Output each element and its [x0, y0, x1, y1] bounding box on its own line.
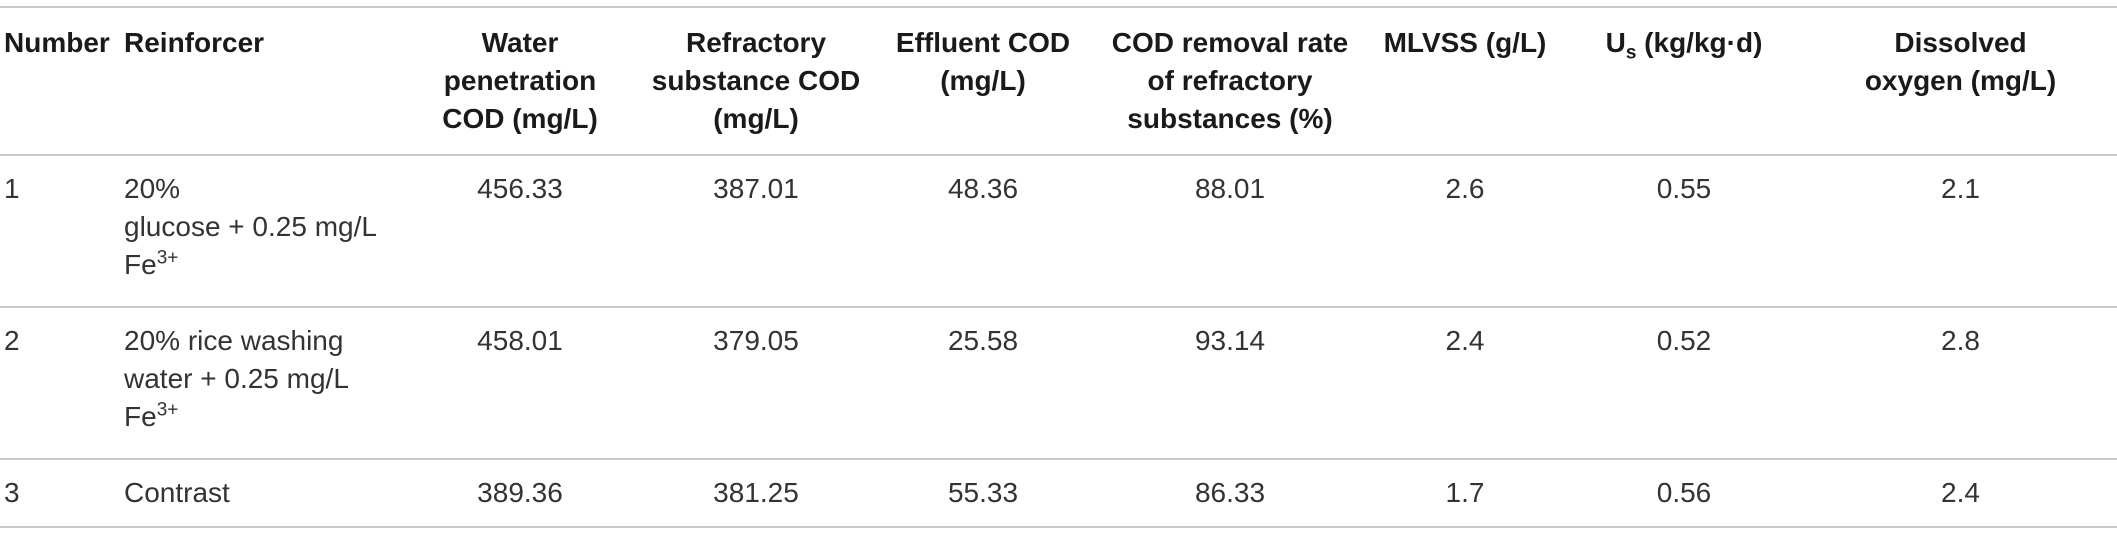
header-water-cod-line2: COD (mg/L): [442, 103, 598, 134]
cell-number: 1: [4, 173, 20, 204]
header-water-penetration-cod: Water penetration COD (mg/L): [400, 7, 640, 155]
header-do-line2: oxygen (mg/L): [1864, 65, 2057, 96]
header-removal-rate-line3: substances (%): [1127, 103, 1333, 134]
cell-refractory-cod: 381.25: [713, 477, 799, 508]
header-number: Number: [4, 27, 110, 58]
cell-effluent-cod: 25.58: [947, 325, 1019, 356]
table-header: Number Reinforcer Water penetration COD …: [0, 7, 2117, 155]
header-us-main: U: [1605, 27, 1626, 58]
cell-dissolved-oxygen: 2.8: [1941, 325, 1980, 356]
cell-mlvss: 2.4: [1445, 325, 1485, 356]
table-row: 2 20% rice washing water + 0.25 mg/L Fe3…: [0, 307, 2117, 459]
header-mlvss: MLVSS (g/L): [1383, 27, 1547, 58]
reinforcer-line1: 20%: [124, 173, 181, 204]
reinforcer-line1: Contrast: [124, 477, 230, 508]
cell-water-cod: 389.36: [477, 477, 563, 508]
header-us-unit: (kg/kg·d): [1636, 27, 1763, 58]
header-water-cod-line1: Water penetration: [443, 27, 597, 96]
cell-number: 2: [4, 325, 20, 356]
header-refractory-cod-line2: substance COD: [651, 65, 861, 96]
cell-reinforcer: 20% glucose + 0.25 mg/L Fe3+: [118, 155, 400, 307]
reinforcer-ion-charge: 3+: [156, 399, 179, 421]
cell-refractory-cod: 387.01: [713, 173, 799, 204]
cell-water-cod: 458.01: [477, 325, 563, 356]
table-body: 1 20% glucose + 0.25 mg/L Fe3+ 456.33 38…: [0, 155, 2117, 527]
cell-removal-rate: 88.01: [1194, 173, 1266, 204]
header-us: Us (kg/kg·d): [1564, 7, 1804, 155]
header-effluent-cod-line1: Effluent COD: [895, 27, 1071, 58]
cell-mlvss: 1.7: [1445, 477, 1485, 508]
cell-removal-rate: 93.14: [1194, 325, 1266, 356]
cell-reinforcer: Contrast: [118, 459, 400, 527]
cell-effluent-cod: 55.33: [947, 477, 1019, 508]
header-effluent-cod-line2: (mg/L): [940, 65, 1026, 96]
table-row: 3 Contrast 389.36 381.25 55.33 86.33 1.7…: [0, 459, 2117, 527]
header-refractory-cod-line3: (mg/L): [713, 103, 799, 134]
cell-dissolved-oxygen: 2.4: [1941, 477, 1980, 508]
reinforcer-ion-charge: 3+: [156, 247, 179, 269]
cell-reinforcer: 20% rice washing water + 0.25 mg/L Fe3+: [118, 307, 400, 459]
reinforcer-line2: glucose + 0.25 mg/L: [124, 211, 377, 242]
header-effluent-cod: Effluent COD (mg/L): [872, 7, 1094, 155]
cell-refractory-cod: 379.05: [713, 325, 799, 356]
cell-water-cod: 456.33: [477, 173, 563, 204]
header-removal-rate-line1: COD removal rate: [1111, 27, 1349, 58]
header-reinforcer: Reinforcer: [124, 27, 265, 58]
header-row: Number Reinforcer Water penetration COD …: [0, 7, 2117, 155]
cell-us: 0.56: [1656, 477, 1712, 508]
header-refractory-cod: Refractory substance COD (mg/L): [640, 7, 872, 155]
header-removal-rate-line2: of refractory: [1147, 65, 1313, 96]
reinforcer-ion: Fe: [124, 249, 157, 280]
header-us-sub: s: [1625, 42, 1637, 64]
reinforcer-ion: Fe: [124, 401, 157, 432]
header-dissolved-oxygen: Dissolved oxygen (mg/L): [1804, 7, 2117, 155]
cell-effluent-cod: 48.36: [947, 173, 1019, 204]
header-removal-rate: COD removal rate of refractory substance…: [1094, 7, 1366, 155]
cell-dissolved-oxygen: 2.1: [1941, 173, 1980, 204]
cell-mlvss: 2.6: [1445, 173, 1485, 204]
cell-us: 0.52: [1656, 325, 1712, 356]
reinforcer-line1: 20% rice washing: [124, 325, 344, 356]
table-row: 1 20% glucose + 0.25 mg/L Fe3+ 456.33 38…: [0, 155, 2117, 307]
cell-removal-rate: 86.33: [1194, 477, 1266, 508]
reinforcer-line2: water + 0.25 mg/L: [124, 363, 349, 394]
header-do-line1: Dissolved: [1894, 27, 2027, 58]
header-refractory-cod-line1: Refractory: [685, 27, 827, 58]
cell-us: 0.55: [1656, 173, 1712, 204]
data-table: Number Reinforcer Water penetration COD …: [0, 6, 2117, 528]
cell-number: 3: [4, 477, 20, 508]
